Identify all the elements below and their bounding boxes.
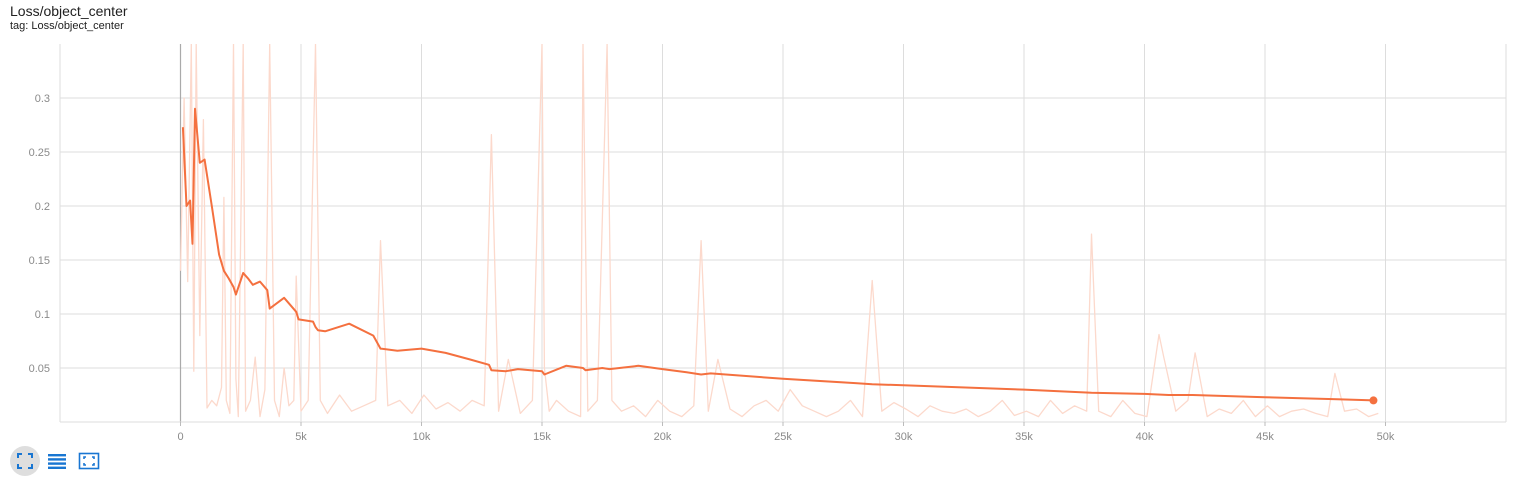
expand-icon bbox=[17, 453, 33, 469]
chart-tag: tag: Loss/object_center bbox=[10, 20, 124, 32]
grid-lines bbox=[60, 44, 1506, 422]
raw-series bbox=[179, 44, 1379, 418]
fit-domain-icon bbox=[78, 452, 100, 470]
expand-button[interactable] bbox=[10, 446, 40, 476]
x-tick-label: 25k bbox=[774, 431, 792, 443]
last-point-marker bbox=[1369, 396, 1378, 405]
axes bbox=[59, 44, 1507, 426]
x-tick-label: 20k bbox=[654, 431, 672, 443]
chart-title: Loss/object_center bbox=[10, 3, 128, 19]
smoothed-loss-line bbox=[181, 107, 1374, 402]
list-icon bbox=[48, 454, 66, 469]
y-tick-label: 0.05 bbox=[29, 363, 50, 375]
x-tick-label: 15k bbox=[533, 431, 551, 443]
toggle-log-scale-button[interactable] bbox=[42, 446, 72, 476]
x-tick-label: 5k bbox=[295, 431, 307, 443]
fit-domain-button[interactable] bbox=[74, 446, 104, 476]
y-tick-label: 0.3 bbox=[35, 93, 50, 105]
x-tick-label: 35k bbox=[1015, 431, 1033, 443]
tick-labels: 0.05 0.1 0.15 0.2 0.25 0.3 0 5k 10k 15k 20k 25k 30k 3… bbox=[29, 93, 1395, 443]
x-tick-label: 30k bbox=[895, 431, 913, 443]
chart-toolbar bbox=[10, 446, 106, 476]
y-tick-label: 0.25 bbox=[29, 147, 50, 159]
x-tick-label: 0 bbox=[177, 431, 183, 443]
raw-loss-line bbox=[179, 44, 1379, 418]
smoothed-series bbox=[181, 107, 1378, 405]
y-tick-label: 0.1 bbox=[35, 309, 50, 321]
x-tick-label: 10k bbox=[413, 431, 431, 443]
y-tick-label: 0.2 bbox=[35, 201, 50, 213]
y-tick-label: 0.15 bbox=[29, 255, 50, 267]
x-tick-label: 40k bbox=[1136, 431, 1154, 443]
x-tick-label: 45k bbox=[1256, 431, 1274, 443]
x-tick-label: 50k bbox=[1377, 431, 1395, 443]
